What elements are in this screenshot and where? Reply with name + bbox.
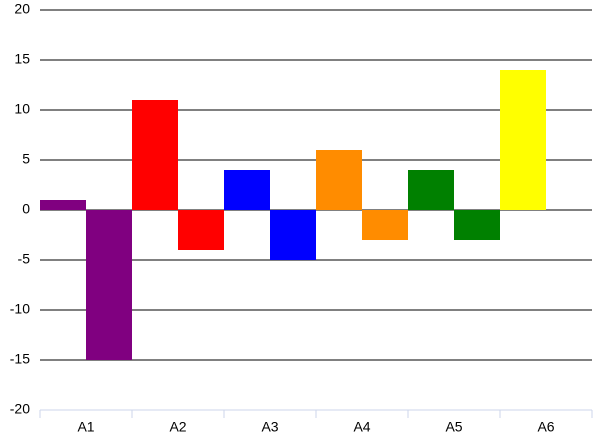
- y-tick-label: -5: [18, 251, 31, 267]
- x-tick-label: A2: [169, 419, 186, 435]
- y-tick-label: -15: [10, 351, 30, 367]
- bar: [178, 210, 224, 250]
- x-tick-label: A6: [537, 419, 554, 435]
- y-tick-label: 0: [22, 201, 30, 217]
- y-tick-label: 5: [22, 151, 30, 167]
- bar: [454, 210, 500, 240]
- bar: [500, 70, 546, 210]
- bar: [40, 200, 86, 210]
- y-tick-label: -10: [10, 301, 30, 317]
- y-tick-label: 10: [14, 101, 30, 117]
- bar: [224, 170, 270, 210]
- bar: [132, 100, 178, 210]
- x-tick-label: A4: [353, 419, 370, 435]
- x-tick-label: A3: [261, 419, 278, 435]
- x-tick-label: A1: [77, 419, 94, 435]
- x-tick-label: A5: [445, 419, 462, 435]
- bar: [408, 170, 454, 210]
- y-tick-label: 15: [14, 51, 30, 67]
- bar: [316, 150, 362, 210]
- bar: [270, 210, 316, 260]
- y-tick-label: -20: [10, 401, 30, 417]
- y-tick-label: 20: [14, 1, 30, 17]
- bar: [86, 210, 132, 360]
- bar: [362, 210, 408, 240]
